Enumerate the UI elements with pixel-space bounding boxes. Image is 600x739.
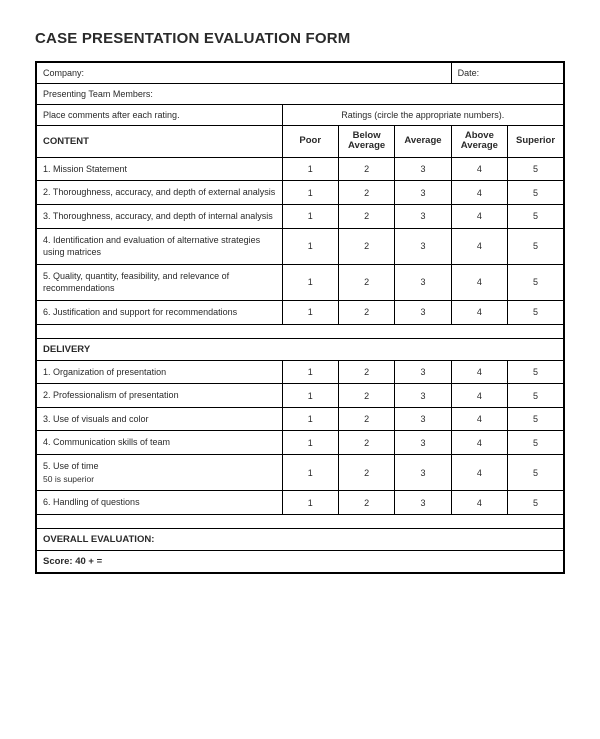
rating-cell[interactable]: 2	[338, 181, 394, 205]
rating-cell[interactable]: 3	[395, 431, 451, 455]
rating-cell[interactable]: 4	[451, 205, 507, 229]
content-item-5: 5. Quality, quantity, feasibility, and r…	[36, 264, 282, 300]
rating-cell[interactable]: 3	[395, 228, 451, 264]
overall-header: OVERALL EVALUATION:	[36, 529, 564, 551]
rating-cell[interactable]: 3	[395, 181, 451, 205]
rating-cell[interactable]: 1	[282, 301, 338, 325]
rating-cell[interactable]: 4	[451, 407, 507, 431]
rating-cell[interactable]: 2	[338, 455, 394, 491]
rating-cell[interactable]: 5	[508, 264, 564, 300]
rating-cell[interactable]: 1	[282, 360, 338, 384]
team-members-field[interactable]: Presenting Team Members:	[36, 84, 564, 105]
content-item-1: 1. Mission Statement	[36, 157, 282, 181]
rating-cell[interactable]: 3	[395, 407, 451, 431]
rating-cell[interactable]: 1	[282, 157, 338, 181]
rating-cell[interactable]: 4	[451, 157, 507, 181]
rating-cell[interactable]: 3	[395, 157, 451, 181]
rating-cell[interactable]: 1	[282, 384, 338, 408]
rating-cell[interactable]: 5	[508, 205, 564, 229]
content-item-3: 3. Thoroughness, accuracy, and depth of …	[36, 205, 282, 229]
delivery-item-5-note: 50 is superior	[43, 474, 94, 484]
rating-cell[interactable]: 3	[395, 360, 451, 384]
rating-cell[interactable]: 3	[395, 264, 451, 300]
col-above-avg: Above Average	[451, 126, 507, 158]
page-title: CASE PRESENTATION EVALUATION FORM	[35, 30, 565, 47]
delivery-item-3: 3. Use of visuals and color	[36, 407, 282, 431]
delivery-item-5: 5. Use of time 50 is superior	[36, 455, 282, 491]
col-below-avg: Below Average	[338, 126, 394, 158]
comment-note: Place comments after each rating.	[36, 105, 282, 126]
rating-cell[interactable]: 2	[338, 205, 394, 229]
delivery-item-6: 6. Handling of questions	[36, 491, 282, 515]
col-poor: Poor	[282, 126, 338, 158]
evaluation-form-table: Company: Date: Presenting Team Members: …	[35, 61, 565, 574]
rating-cell[interactable]: 5	[508, 491, 564, 515]
rating-cell[interactable]: 4	[451, 264, 507, 300]
col-superior: Superior	[508, 126, 564, 158]
rating-cell[interactable]: 5	[508, 157, 564, 181]
content-item-6: 6. Justification and support for recomme…	[36, 301, 282, 325]
rating-cell[interactable]: 5	[508, 407, 564, 431]
rating-cell[interactable]: 1	[282, 205, 338, 229]
rating-cell[interactable]: 4	[451, 360, 507, 384]
rating-cell[interactable]: 1	[282, 181, 338, 205]
rating-cell[interactable]: 4	[451, 491, 507, 515]
rating-cell[interactable]: 5	[508, 360, 564, 384]
rating-cell[interactable]: 2	[338, 407, 394, 431]
delivery-item-5-label: 5. Use of time	[43, 461, 99, 471]
content-item-2: 2. Thoroughness, accuracy, and depth of …	[36, 181, 282, 205]
rating-cell[interactable]: 1	[282, 228, 338, 264]
rating-cell[interactable]: 3	[395, 491, 451, 515]
rating-cell[interactable]: 4	[451, 228, 507, 264]
delivery-item-1: 1. Organization of presentation	[36, 360, 282, 384]
rating-cell[interactable]: 2	[338, 228, 394, 264]
spacer	[36, 515, 564, 529]
rating-cell[interactable]: 4	[451, 431, 507, 455]
section-content-header: CONTENT	[36, 126, 282, 158]
rating-cell[interactable]: 5	[508, 455, 564, 491]
rating-cell[interactable]: 4	[451, 301, 507, 325]
ratings-note: Ratings (circle the appropriate numbers)…	[282, 105, 564, 126]
rating-cell[interactable]: 5	[508, 384, 564, 408]
rating-cell[interactable]: 2	[338, 157, 394, 181]
rating-cell[interactable]: 2	[338, 431, 394, 455]
rating-cell[interactable]: 1	[282, 491, 338, 515]
rating-cell[interactable]: 1	[282, 407, 338, 431]
rating-cell[interactable]: 3	[395, 205, 451, 229]
col-avg: Average	[395, 126, 451, 158]
rating-cell[interactable]: 5	[508, 181, 564, 205]
rating-cell[interactable]: 4	[451, 181, 507, 205]
rating-cell[interactable]: 1	[282, 264, 338, 300]
overall-score: Score: 40 + =	[36, 551, 564, 574]
delivery-item-4: 4. Communication skills of team	[36, 431, 282, 455]
rating-cell[interactable]: 4	[451, 384, 507, 408]
rating-cell[interactable]: 2	[338, 264, 394, 300]
rating-cell[interactable]: 2	[338, 491, 394, 515]
rating-cell[interactable]: 5	[508, 228, 564, 264]
rating-cell[interactable]: 3	[395, 455, 451, 491]
company-field[interactable]: Company:	[36, 62, 451, 84]
date-field[interactable]: Date:	[451, 62, 564, 84]
rating-cell[interactable]: 3	[395, 301, 451, 325]
rating-cell[interactable]: 2	[338, 360, 394, 384]
rating-cell[interactable]: 4	[451, 455, 507, 491]
rating-cell[interactable]: 5	[508, 301, 564, 325]
rating-cell[interactable]: 2	[338, 301, 394, 325]
content-item-4: 4. Identification and evaluation of alte…	[36, 228, 282, 264]
section-delivery-header: DELIVERY	[36, 338, 564, 360]
delivery-item-2: 2. Professionalism of presentation	[36, 384, 282, 408]
rating-cell[interactable]: 5	[508, 431, 564, 455]
rating-cell[interactable]: 2	[338, 384, 394, 408]
rating-cell[interactable]: 1	[282, 431, 338, 455]
spacer	[36, 324, 564, 338]
rating-cell[interactable]: 1	[282, 455, 338, 491]
rating-cell[interactable]: 3	[395, 384, 451, 408]
